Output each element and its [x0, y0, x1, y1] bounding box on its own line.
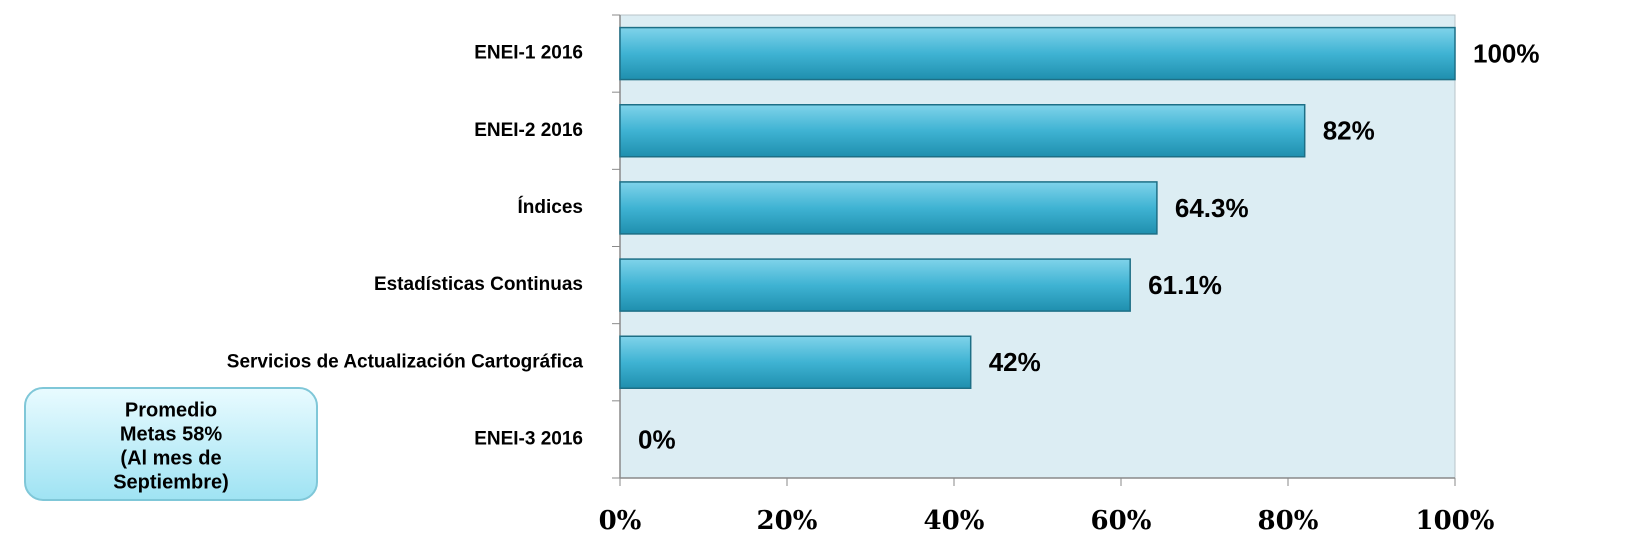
plot-area: [619, 14, 1456, 479]
data-label: 100%: [1473, 38, 1540, 68]
y-tick-label: ENEI-1 2016: [474, 43, 583, 64]
bar: [619, 335, 972, 389]
data-label: 42%: [989, 347, 1041, 377]
x-tick-label: 20%: [757, 506, 818, 536]
y-tick-label: Servicios de Actualización Cartográfica: [227, 351, 584, 372]
annotation-text: Metas 58%: [120, 423, 222, 445]
annotation-box: [24, 387, 318, 501]
x-tick-label: 80%: [1258, 506, 1319, 536]
data-label: 64.3%: [1175, 193, 1249, 223]
x-tick-label: 100%: [1416, 506, 1495, 536]
bar: [619, 26, 1456, 81]
annotation-text: Septiembre): [113, 471, 229, 493]
annotation-text: Promedio: [125, 399, 217, 421]
y-tick-label: Índices: [518, 196, 583, 218]
x-tick-label: 40%: [924, 506, 985, 536]
y-tick-label: ENEI-3 2016: [474, 428, 583, 449]
data-label: 0%: [638, 424, 676, 454]
data-label: 61.1%: [1148, 270, 1222, 300]
bar: [619, 258, 1131, 312]
bar: [619, 104, 1306, 158]
bar: [619, 181, 1158, 235]
y-tick-label: ENEI-2 2016: [474, 120, 583, 141]
x-tick-label: 0%: [599, 506, 642, 536]
data-label: 82%: [1323, 116, 1375, 146]
x-tick-label: 60%: [1091, 506, 1152, 536]
y-tick-label: Estadísticas Continuas: [374, 274, 583, 295]
annotation-text: (Al mes de: [120, 447, 221, 469]
